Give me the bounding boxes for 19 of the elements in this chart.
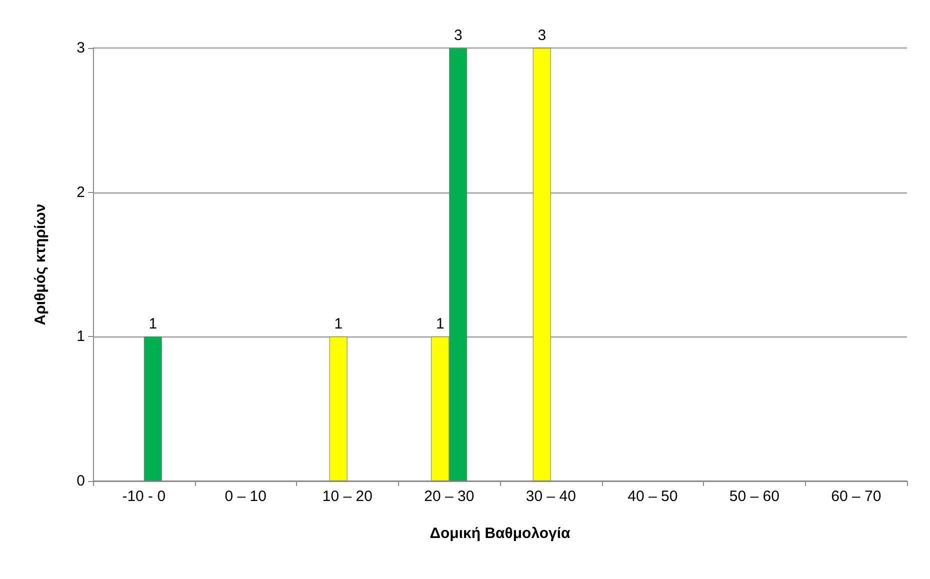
y-axis-title: Αριθμός κτηρίων (32, 204, 49, 326)
x-tick-label: 60 – 70 (831, 488, 882, 505)
x-tick-label: -10 - 0 (122, 488, 166, 505)
data-label: 1 (334, 316, 343, 333)
y-tick-label: 0 (76, 472, 85, 490)
data-label: 3 (454, 27, 462, 44)
x-tick-label: 0 – 10 (224, 488, 266, 505)
data-label: 1 (148, 316, 158, 333)
x-tick-label: 30 – 40 (526, 488, 576, 505)
y-tick-label: 1 (76, 328, 85, 346)
x-axis-title: Δομική Βαθμολογία (430, 525, 572, 542)
data-label: 1 (436, 316, 444, 333)
x-tick-label: 40 – 50 (628, 488, 678, 505)
y-tick-label: 2 (76, 184, 85, 201)
y-tick-label: 3 (76, 40, 85, 56)
data-label: 3 (538, 27, 546, 44)
x-tick-label: 50 – 60 (729, 488, 780, 505)
x-tick-label: 10 – 20 (322, 488, 372, 505)
x-tick-label: 20 – 30 (424, 488, 474, 505)
